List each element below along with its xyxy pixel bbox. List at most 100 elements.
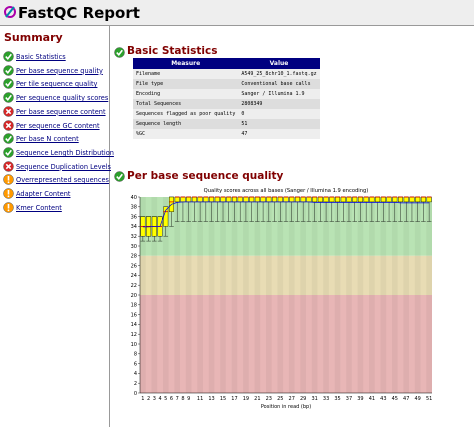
report-title: FastQC Report	[18, 4, 140, 22]
table-cell: Total Sequences	[133, 99, 239, 109]
y-tick-label: 24	[131, 273, 137, 279]
header: FastQC Report	[0, 0, 474, 26]
icon-dot	[7, 209, 10, 211]
x-tick-label: 2	[147, 396, 150, 402]
box	[380, 196, 386, 203]
y-tick-label: 40	[131, 195, 137, 201]
column-stripe	[162, 197, 169, 393]
x-tick-label: 45	[392, 396, 398, 402]
column-stripe	[369, 197, 375, 393]
box	[317, 196, 323, 203]
column-stripe	[323, 197, 329, 393]
box	[386, 196, 392, 203]
x-tick-label: 43	[380, 396, 386, 402]
table-cell: Sequences flagged as poor quality	[133, 109, 239, 119]
x-tick-label: 37	[346, 396, 352, 402]
box	[426, 196, 432, 203]
y-tick-label: 18	[131, 303, 137, 309]
table-row: File type Conventional base calls	[133, 79, 320, 89]
module-link[interactable]: Basic Statistics	[16, 53, 66, 61]
module-link[interactable]: Sequence Length Distribution	[16, 148, 114, 157]
x-axis-label: Position in read (bp)	[261, 404, 311, 410]
module-link[interactable]: Adapter Content	[16, 190, 71, 198]
status-icon	[3, 119, 14, 131]
module-link[interactable]: Kmer Content	[16, 203, 62, 212]
icon-check	[5, 94, 12, 102]
module-link[interactable]: Per base sequence content	[16, 107, 106, 116]
column-stripe	[357, 197, 364, 393]
box	[266, 196, 272, 203]
chart-title: Quality scores across all bases (Sanger …	[204, 188, 369, 194]
column-stripe	[403, 197, 410, 393]
box	[191, 196, 197, 203]
status-icon	[3, 64, 14, 76]
y-tick-label: 8	[134, 352, 137, 358]
column-stripe	[185, 197, 192, 393]
box	[243, 196, 249, 203]
table-row: %GC 47	[133, 129, 320, 139]
section-title: Per base sequence quality	[127, 170, 284, 182]
x-tick-label: 35	[334, 396, 340, 402]
box	[237, 196, 243, 203]
table-row: Filename A549_25_8chr10_1.fastq.gz	[133, 69, 320, 79]
x-tick-label: 1	[141, 396, 144, 402]
module-link[interactable]: Per base sequence quality	[16, 66, 103, 75]
icon-cross	[5, 108, 12, 115]
box	[174, 196, 180, 203]
table-cell: Sequence length	[133, 119, 239, 129]
column-stripe	[151, 197, 158, 393]
table-row: Sequence length 51	[133, 119, 320, 129]
box	[323, 196, 329, 203]
box	[294, 196, 300, 203]
icon-cross	[5, 163, 12, 169]
icon-bang	[7, 190, 10, 195]
box	[375, 196, 381, 203]
status-icon	[114, 167, 125, 186]
status-icon	[3, 188, 14, 199]
y-tick-label: 36	[131, 214, 137, 220]
y-tick-label: 16	[131, 312, 137, 318]
box	[226, 196, 232, 203]
table-cell: Encoding	[133, 89, 239, 99]
box	[283, 196, 289, 203]
status-icon	[3, 160, 14, 172]
status-icon	[3, 133, 14, 144]
quality-band	[140, 295, 432, 393]
box	[300, 196, 306, 203]
module-link[interactable]: Per base N content	[16, 135, 79, 144]
column-stripe	[414, 197, 421, 393]
box	[197, 196, 203, 203]
y-tick-label: 20	[131, 293, 137, 299]
module-link[interactable]: Sequence Duplication Levels	[16, 162, 111, 171]
status-icon	[114, 171, 125, 182]
status-icon	[3, 51, 14, 62]
box	[272, 196, 278, 203]
column-stripe	[140, 197, 146, 393]
y-tick-label: 28	[131, 254, 137, 260]
box	[180, 196, 186, 203]
y-tick-label: 10	[131, 342, 137, 348]
column-stripe	[346, 197, 352, 393]
icon-check	[5, 149, 12, 156]
x-tick-label: 33	[323, 396, 329, 402]
x-tick-label: 19	[243, 396, 249, 402]
icon-dot	[7, 181, 10, 184]
icon-bang	[7, 176, 10, 181]
x-tick-label: 17	[231, 396, 237, 402]
x-tick-label: 41	[369, 396, 375, 402]
table-row: Sequences flagged as poor quality 0	[133, 109, 320, 119]
module-link[interactable]: Per sequence quality scores	[16, 94, 109, 103]
box	[214, 196, 220, 203]
module-link[interactable]: Per sequence GC content	[16, 121, 100, 130]
quality-chart: Quality scores across all bases (Sanger …	[131, 188, 433, 410]
column-stripe	[380, 197, 387, 393]
module-link[interactable]: Per tile sequence quality	[16, 80, 98, 89]
status-icon	[3, 174, 14, 186]
column-stripe	[220, 197, 226, 393]
summary-panel: Summary Basic Statistics Per base sequenc…	[0, 26, 114, 427]
status-icon	[3, 78, 14, 90]
x-tick-label: 27	[289, 396, 295, 402]
table-cell: 2808349	[238, 99, 320, 109]
box	[415, 196, 421, 203]
module-link[interactable]: Overrepresented sequences	[16, 176, 109, 185]
